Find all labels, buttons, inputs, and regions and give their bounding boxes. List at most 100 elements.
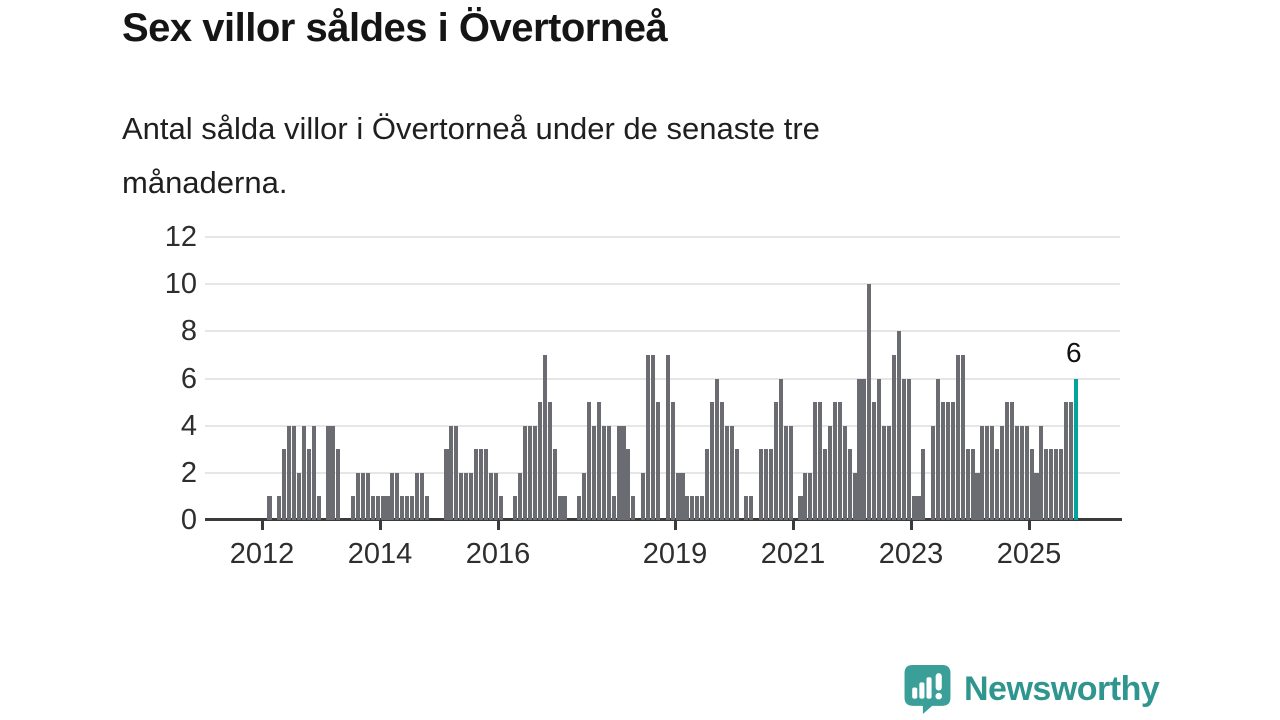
bar <box>532 425 537 520</box>
bar <box>1034 472 1039 520</box>
brand-name: Newsworthy <box>964 669 1160 708</box>
bar <box>646 354 651 520</box>
bar <box>896 331 901 520</box>
x-axis-tickmark <box>909 521 913 530</box>
bar <box>552 449 557 520</box>
bar <box>459 472 464 520</box>
bar <box>960 354 965 520</box>
bar-chart-speech-bubble-icon <box>904 665 951 714</box>
bar <box>675 472 680 520</box>
bar <box>292 425 297 520</box>
y-axis-tick-label: 0 <box>180 504 197 536</box>
bar <box>665 354 670 520</box>
bar <box>729 425 734 520</box>
bar <box>936 378 941 520</box>
bar <box>813 402 818 520</box>
bar <box>331 425 336 520</box>
bar <box>995 449 1000 520</box>
bar <box>464 472 469 520</box>
bar <box>818 402 823 520</box>
bar <box>360 472 365 520</box>
bar <box>783 425 788 520</box>
bar <box>641 472 646 520</box>
bar <box>311 425 316 520</box>
bar <box>985 425 990 520</box>
bar <box>528 425 533 520</box>
bar <box>965 449 970 520</box>
bar <box>852 472 857 520</box>
y-axis-tick-label: 10 <box>164 268 197 301</box>
x-axis-tickmark <box>673 521 677 530</box>
x-axis-tick-label: 2023 <box>878 538 944 570</box>
bar <box>414 472 419 520</box>
bar <box>911 496 916 520</box>
bar <box>469 472 474 520</box>
bar <box>921 449 926 520</box>
bar <box>768 449 773 520</box>
bar <box>296 472 301 520</box>
highlight-bar <box>1073 378 1078 520</box>
y-axis-tick-label: 2 <box>180 456 197 489</box>
bar <box>901 378 906 520</box>
bar <box>449 425 454 520</box>
bar <box>557 496 562 520</box>
bar <box>670 402 675 520</box>
bar <box>267 496 272 520</box>
bar <box>1004 402 1009 520</box>
chart-subtitle: Antal sålda villor i Övertorneå under de… <box>122 111 820 200</box>
x-axis-tick-label: 2012 <box>229 538 295 570</box>
bar <box>685 496 690 520</box>
bar <box>1024 425 1029 520</box>
bar <box>872 402 877 520</box>
bar <box>336 449 341 520</box>
bar <box>941 402 946 520</box>
bar <box>719 402 724 520</box>
bar <box>690 496 695 520</box>
bar <box>990 425 995 520</box>
bar <box>980 425 985 520</box>
y-axis-tick-label: 12 <box>164 221 197 253</box>
bar <box>488 472 493 520</box>
bar <box>385 496 390 520</box>
bar <box>1049 449 1054 520</box>
bar <box>577 496 582 520</box>
x-axis-tick-label: 2014 <box>347 538 413 570</box>
bar <box>355 472 360 520</box>
bar <box>931 425 936 520</box>
bar <box>827 425 832 520</box>
y-axis-tick-label: 6 <box>180 362 197 395</box>
bar <box>877 378 882 520</box>
bar <box>970 449 975 520</box>
gridline <box>205 283 1120 286</box>
bar <box>547 402 552 520</box>
last-value-label: 6 <box>1066 336 1082 368</box>
bar <box>454 425 459 520</box>
bar <box>537 402 542 520</box>
bar <box>410 496 415 520</box>
bar <box>626 449 631 520</box>
bar <box>945 402 950 520</box>
bar <box>542 354 547 520</box>
bar <box>1019 425 1024 520</box>
bar <box>395 472 400 520</box>
bar <box>621 425 626 520</box>
x-axis-tickmark <box>791 521 795 530</box>
bar <box>473 449 478 520</box>
bar <box>916 496 921 520</box>
bar <box>1059 449 1064 520</box>
bar <box>705 449 710 520</box>
bar <box>616 425 621 520</box>
bar <box>587 402 592 520</box>
bar <box>975 472 980 520</box>
bar <box>306 449 311 520</box>
bar <box>611 496 616 520</box>
brand-logo: Newsworthy <box>903 664 1160 714</box>
bar <box>301 425 306 520</box>
bar <box>886 425 891 520</box>
bar <box>798 496 803 520</box>
gridline <box>205 330 1120 333</box>
x-axis-tick-label: 2025 <box>996 538 1062 570</box>
y-axis-tick-label: 4 <box>180 409 197 442</box>
